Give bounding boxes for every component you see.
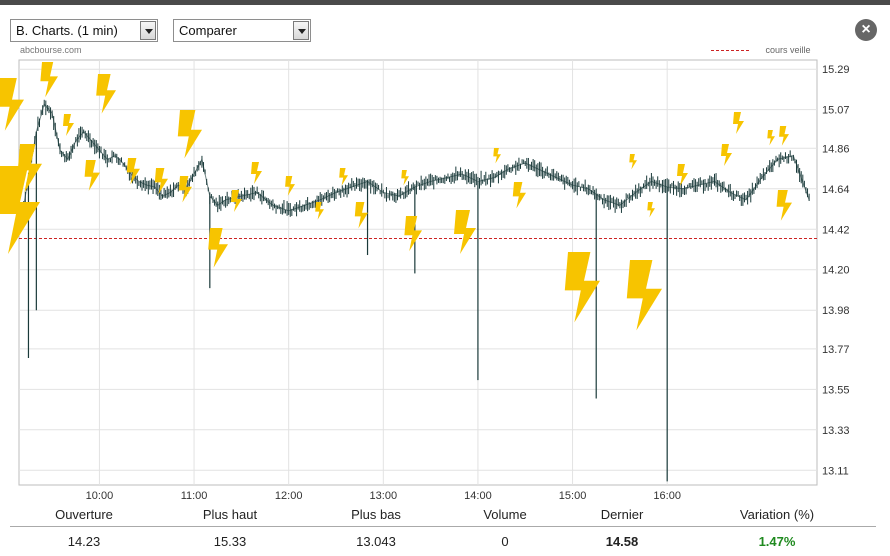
y-tick-label: 13.11 xyxy=(822,465,849,477)
y-tick-label: 13.77 xyxy=(822,344,850,356)
stat-label: Dernier xyxy=(600,507,644,522)
price-series-line xyxy=(20,103,810,224)
lightning-bolt xyxy=(177,110,202,159)
legend: cours veille xyxy=(711,45,811,55)
stat-label: Plus bas xyxy=(351,507,401,522)
x-axis-labels: 10:00 11:00 12:00 13:00 14:00 15:00 16:00 xyxy=(86,490,681,502)
lightning-bolt xyxy=(647,202,655,218)
lightning-bolt xyxy=(404,216,422,252)
close-icon[interactable]: × xyxy=(855,19,877,41)
lightning-bolt xyxy=(454,210,476,254)
x-tick-label: 14:00 xyxy=(464,490,492,502)
lightning-bolt xyxy=(0,166,40,254)
x-tick-label: 16:00 xyxy=(653,490,681,502)
y-tick-label: 15.29 xyxy=(822,64,850,76)
lightning-bolt xyxy=(251,162,262,184)
lightning-bolt xyxy=(285,176,295,196)
stat-value: 1.47% xyxy=(758,534,796,549)
y-tick-label: 15.07 xyxy=(822,105,850,117)
lightning-bolt xyxy=(231,190,242,212)
stat-ouverture: Ouverture 14.23 xyxy=(24,507,144,549)
lightning-bolt xyxy=(721,144,732,166)
x-tick-label: 10:00 xyxy=(86,490,114,502)
lightning-bolt xyxy=(779,126,789,146)
stat-value: 13.043 xyxy=(356,534,396,549)
lightning-bolt xyxy=(629,154,637,170)
y-tick-label: 14.42 xyxy=(822,224,850,236)
stat-plus-haut: Plus haut 15.33 xyxy=(170,507,290,549)
chevron-down-icon[interactable] xyxy=(140,21,156,40)
x-tick-label: 11:00 xyxy=(181,490,208,502)
legend-label: cours veille xyxy=(765,45,811,55)
y-tick-label: 13.98 xyxy=(822,305,850,317)
lightning-bolt xyxy=(96,74,116,114)
lightning-bolt xyxy=(154,168,168,195)
chart-type-select[interactable]: B. Charts. (1 min) xyxy=(10,19,158,42)
stat-value: 14.58 xyxy=(605,534,639,549)
lightning-bolt xyxy=(767,130,775,146)
compare-select[interactable]: Comparer xyxy=(173,19,311,42)
lightning-bolt xyxy=(512,182,526,209)
chart-type-value: B. Charts. (1 min) xyxy=(16,23,118,38)
lightning-bolt xyxy=(208,228,228,268)
lightning-bolt xyxy=(733,112,744,134)
stat-label: Ouverture xyxy=(55,507,113,522)
lightning-bolt xyxy=(354,202,368,229)
stat-value: 14.23 xyxy=(67,534,101,549)
stat-value: 0 xyxy=(501,534,509,549)
lightning-bolt xyxy=(0,78,25,131)
stat-variation: Variation (%) 1.47% xyxy=(717,507,837,549)
lightning-bolt xyxy=(493,148,501,164)
bolts xyxy=(0,62,792,331)
lightning-bolt xyxy=(776,190,792,221)
lightning-bolt xyxy=(40,62,58,98)
top-border xyxy=(0,0,890,5)
lightning-bolt xyxy=(677,164,688,186)
stat-plus-bas: Plus bas 13.043 xyxy=(316,507,436,549)
source-label: abcbourse.com xyxy=(20,45,82,55)
lightning-bolt xyxy=(84,160,100,191)
stat-value: 15.33 xyxy=(213,534,247,549)
lightning-bolt xyxy=(564,252,600,323)
lightning-bolt xyxy=(401,170,409,186)
lightning-bolt xyxy=(339,168,348,186)
y-tick-label: 13.33 xyxy=(822,425,850,437)
lightning-bolt xyxy=(17,144,42,193)
lightning-bolt xyxy=(178,176,192,203)
stats-separator xyxy=(10,526,876,527)
stat-label: Variation (%) xyxy=(739,507,815,522)
y-tick-label: 13.55 xyxy=(822,384,850,396)
y-tick-label: 14.20 xyxy=(822,265,850,277)
spikes xyxy=(27,131,668,482)
x-tick-label: 13:00 xyxy=(370,490,398,502)
chevron-down-icon[interactable] xyxy=(293,21,309,40)
x-tick-label: 15:00 xyxy=(559,490,587,502)
y-axis-labels: 13.11 13.33 13.55 13.77 13.98 14.20 14.42 14.64… xyxy=(822,64,850,477)
lightning-bolt xyxy=(126,158,140,185)
lightning-bolt xyxy=(63,114,74,136)
lightning-bolt xyxy=(626,260,662,331)
lightning-bolt xyxy=(315,202,324,220)
y-tick-label: 14.86 xyxy=(822,143,850,155)
stat-label: Plus haut xyxy=(202,507,258,522)
plot-area xyxy=(18,59,818,486)
price-chart: 10:00 11:00 12:00 13:00 14:00 15:00 16:00 13.1… xyxy=(0,59,850,502)
legend-dashed-line xyxy=(711,50,749,52)
y-tick-label: 14.64 xyxy=(822,184,850,196)
stat-label: Volume xyxy=(483,507,527,522)
compare-value: Comparer xyxy=(179,23,237,38)
stat-dernier: Dernier 14.58 xyxy=(562,507,682,549)
x-tick-label: 12:00 xyxy=(275,490,303,502)
stat-volume: Volume 0 xyxy=(445,507,565,549)
